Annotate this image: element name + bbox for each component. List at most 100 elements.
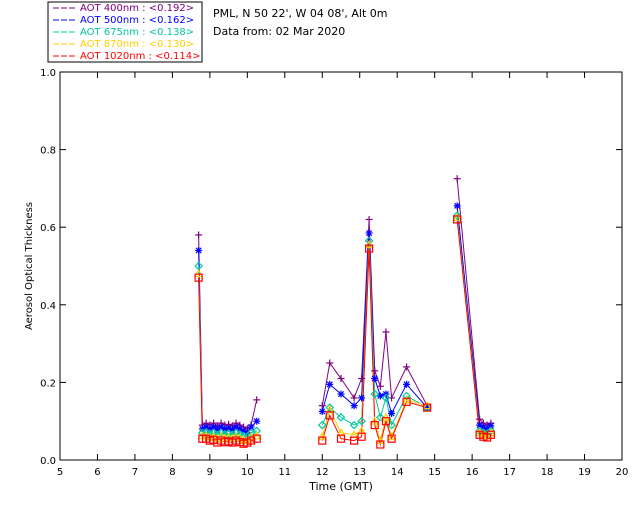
data-point <box>349 420 359 430</box>
x-tick-label: 13 <box>353 467 366 478</box>
axis-ticks: 5 6 7 8 9 10 11 12 13 14 15 16 17 18 19 20 0.0 0.2 0.4 0.6 0… <box>40 68 628 478</box>
data-point <box>375 435 385 444</box>
data-point <box>402 391 411 401</box>
data-point <box>365 215 373 223</box>
data-point <box>252 426 262 436</box>
data-point <box>453 215 462 224</box>
data-point <box>486 430 495 439</box>
data-point <box>317 431 327 441</box>
data-point <box>422 400 432 410</box>
data-point <box>195 246 203 254</box>
series-line <box>456 215 492 435</box>
y-tick-label: 1.0 <box>40 68 56 79</box>
site-info: PML, N 50 22', W 04 08', Alt 0m <box>213 7 387 20</box>
legend-entry: AOT 1020nm : <0.114> <box>80 51 200 62</box>
x-tick-label: 20 <box>616 467 629 478</box>
y-tick-label: 0.0 <box>40 456 56 467</box>
data-point <box>375 412 385 422</box>
series-line <box>198 273 257 442</box>
data-point <box>365 244 374 253</box>
data-point <box>388 409 396 417</box>
series-lines <box>198 178 492 447</box>
data-point <box>337 390 345 398</box>
data-point <box>357 432 366 441</box>
x-tick-label: 10 <box>241 467 254 478</box>
y-axis-label: Aerosol Optical Thickness <box>24 202 35 330</box>
x-tick-label: 19 <box>578 467 591 478</box>
data-point <box>325 411 334 420</box>
x-tick-label: 16 <box>466 467 479 478</box>
legend-entry: AOT 870nm : <0.130> <box>80 39 194 50</box>
data-point <box>376 382 384 390</box>
series-line <box>198 277 257 445</box>
legend-entry: AOT 500nm : <0.162> <box>80 15 194 26</box>
data-point <box>247 423 255 431</box>
y-tick-label: 0.8 <box>40 146 56 157</box>
y-tick-label: 0.2 <box>40 378 56 389</box>
data-point <box>358 375 366 383</box>
data-point <box>253 417 261 425</box>
x-tick-label: 15 <box>428 467 441 478</box>
data-point <box>350 394 358 402</box>
data-point <box>381 412 391 421</box>
x-tick-label: 18 <box>541 467 554 478</box>
data-point <box>194 273 203 282</box>
data-point <box>364 239 374 249</box>
data-point <box>370 416 380 425</box>
y-tick-label: 0.4 <box>40 301 56 312</box>
x-tick-label: 12 <box>316 467 329 478</box>
data-point <box>382 328 390 336</box>
data-point <box>325 403 335 412</box>
x-tick-label: 11 <box>278 467 291 478</box>
data-point <box>423 403 432 412</box>
legend-entry: AOT 400nm : <0.192> <box>80 3 194 14</box>
x-tick-label: 14 <box>391 467 404 478</box>
data-point <box>336 434 346 443</box>
x-tick-label: 8 <box>169 467 175 478</box>
data-point <box>318 408 326 415</box>
x-tick-label: 17 <box>503 467 516 478</box>
data-point <box>453 202 461 210</box>
data-point <box>402 395 412 404</box>
data-point <box>326 380 334 388</box>
data-point <box>194 269 204 278</box>
data-point <box>381 417 391 426</box>
data-point <box>350 402 358 410</box>
data-point <box>452 212 462 221</box>
data-point <box>370 420 379 430</box>
series-line <box>198 265 257 438</box>
y-tick-label: 0.6 <box>40 223 56 234</box>
series-line <box>456 178 492 426</box>
data-point <box>337 375 345 383</box>
x-tick-label: 5 <box>57 467 63 478</box>
series-markers <box>194 175 496 449</box>
data-point <box>253 396 261 404</box>
data-point <box>336 412 346 422</box>
data-point <box>402 397 411 406</box>
x-tick-label: 6 <box>94 467 100 478</box>
x-tick-label: 9 <box>207 467 213 478</box>
data-point <box>364 236 374 246</box>
data-point <box>318 436 327 445</box>
data-point <box>252 434 261 443</box>
data-point <box>365 229 373 237</box>
data-point <box>246 436 256 445</box>
data-point <box>381 393 391 403</box>
data-point <box>371 367 379 375</box>
data-point <box>403 363 411 371</box>
x-axis-label: Time (GMT) <box>308 480 373 493</box>
series-line <box>456 217 492 437</box>
data-point <box>387 431 397 441</box>
series-line <box>198 234 258 430</box>
data-point <box>195 231 203 239</box>
data-point <box>317 420 327 430</box>
data-point <box>371 375 379 383</box>
x-tick-label: 7 <box>132 467 138 478</box>
series-line <box>198 250 258 434</box>
legend-entry: AOT 675nm : <0.138> <box>80 27 194 38</box>
date-info: Data from: 02 Mar 2020 <box>213 25 345 38</box>
series-line <box>456 205 492 430</box>
data-point <box>452 211 462 220</box>
data-point <box>453 175 461 183</box>
data-point <box>326 359 334 367</box>
